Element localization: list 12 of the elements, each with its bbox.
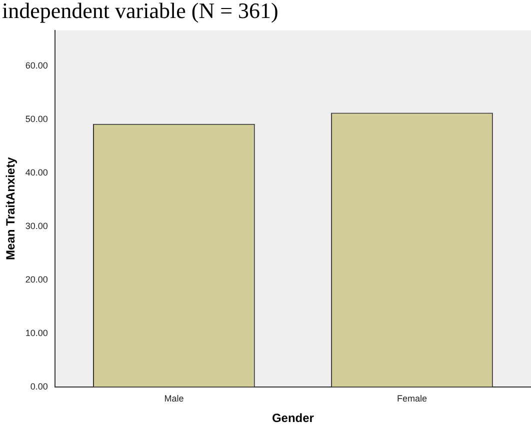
y-tick-label: 0.00 <box>30 381 48 392</box>
x-axis-title: Gender <box>272 411 314 426</box>
y-tick-label: 60.00 <box>25 60 48 71</box>
y-tick-label: 10.00 <box>25 328 48 338</box>
y-tick-label: 40.00 <box>25 168 48 178</box>
x-tick-label: Female <box>396 394 427 404</box>
chart-title: independent variable (N = 361) <box>2 0 280 23</box>
y-tick-label: 20.00 <box>25 274 48 284</box>
x-tick-label: Male <box>164 394 184 404</box>
y-tick-label: 50.00 <box>25 114 48 124</box>
y-axis-title: Mean TraitAnxiety <box>4 156 18 260</box>
y-tick-label: 30.00 <box>25 220 48 231</box>
